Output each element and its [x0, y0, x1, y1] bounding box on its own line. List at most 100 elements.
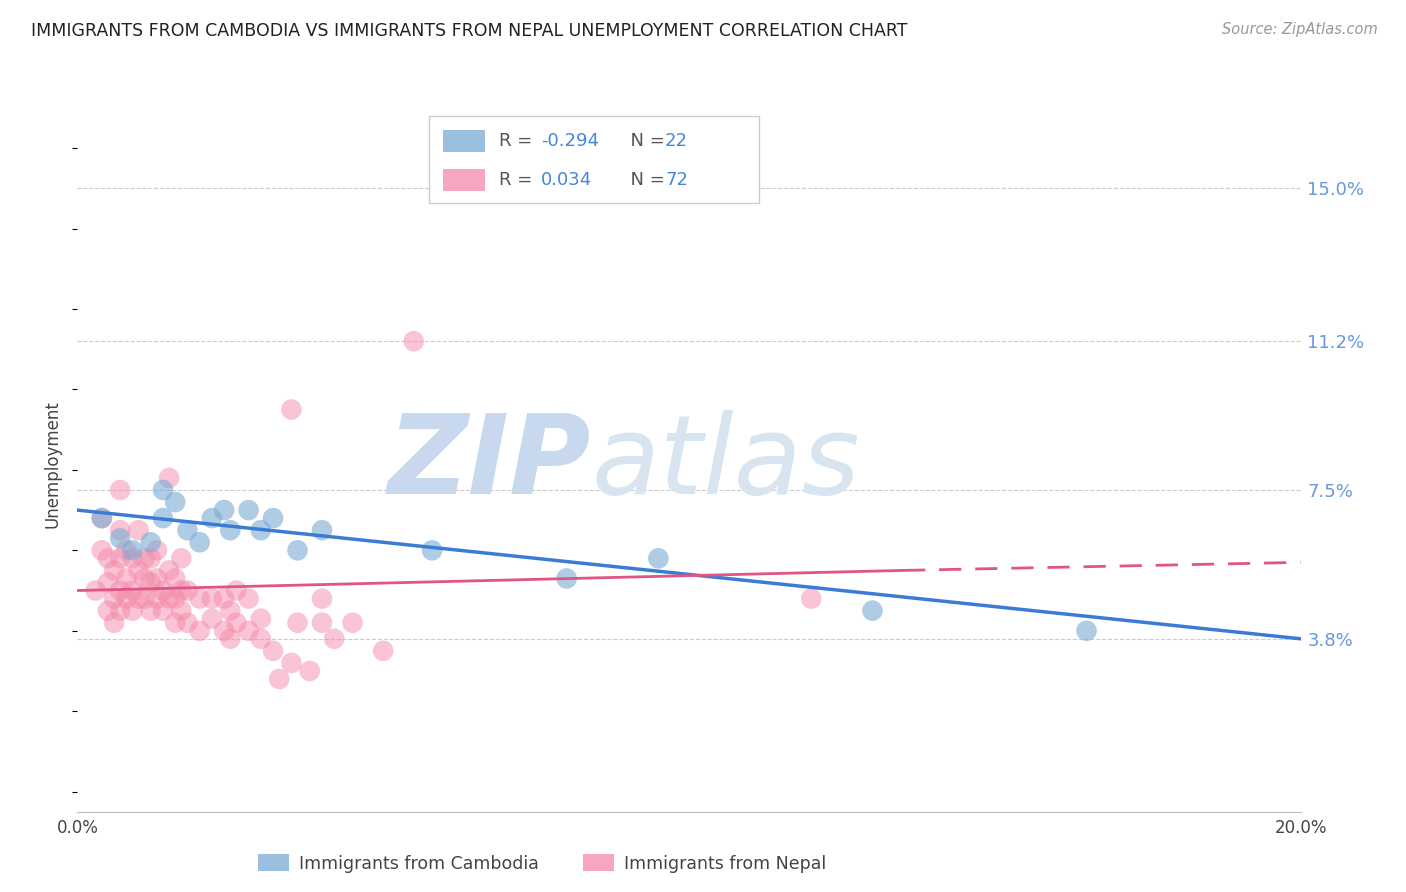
Point	[225, 583, 247, 598]
Point	[212, 624, 235, 638]
Point	[280, 656, 302, 670]
Point	[84, 583, 107, 598]
Point	[115, 543, 138, 558]
Point	[103, 615, 125, 630]
Point	[152, 604, 174, 618]
Point	[250, 523, 273, 537]
Text: Source: ZipAtlas.com: Source: ZipAtlas.com	[1222, 22, 1378, 37]
Point	[134, 551, 156, 566]
Text: 72: 72	[665, 171, 688, 189]
Point	[225, 615, 247, 630]
Point	[165, 571, 187, 585]
Point	[212, 591, 235, 606]
Text: N =: N =	[619, 171, 671, 189]
Point	[146, 571, 169, 585]
Point	[170, 583, 193, 598]
Point	[250, 612, 273, 626]
Point	[108, 551, 131, 566]
Point	[128, 563, 150, 577]
Text: ZIP: ZIP	[388, 410, 591, 517]
Point	[800, 591, 823, 606]
Point	[146, 543, 169, 558]
Point	[108, 531, 131, 545]
Point	[90, 511, 112, 525]
Point	[287, 543, 309, 558]
Point	[188, 624, 211, 638]
Point	[238, 591, 260, 606]
Point	[311, 591, 333, 606]
Point	[152, 511, 174, 525]
Point	[188, 535, 211, 549]
Point	[103, 563, 125, 577]
Point	[250, 632, 273, 646]
Point	[201, 591, 224, 606]
Point	[176, 615, 198, 630]
Point	[152, 583, 174, 598]
Point	[280, 402, 302, 417]
Point	[201, 511, 224, 525]
Point	[170, 551, 193, 566]
Point	[165, 495, 187, 509]
Point	[139, 575, 162, 590]
Point	[371, 644, 394, 658]
Point	[121, 543, 143, 558]
Text: R =: R =	[499, 132, 538, 150]
Point	[647, 551, 669, 566]
Point	[157, 471, 180, 485]
Point	[311, 523, 333, 537]
Point	[287, 615, 309, 630]
Point	[97, 575, 120, 590]
Point	[139, 604, 162, 618]
Point	[121, 583, 143, 598]
Point	[176, 583, 198, 598]
Point	[219, 523, 242, 537]
Point	[262, 511, 284, 525]
Point	[323, 632, 346, 646]
Point	[139, 551, 162, 566]
Point	[311, 615, 333, 630]
Point	[219, 604, 242, 618]
Point	[238, 624, 260, 638]
Point	[262, 644, 284, 658]
Point	[1076, 624, 1098, 638]
Point	[555, 571, 578, 585]
Point	[157, 563, 180, 577]
Point	[219, 632, 242, 646]
Point	[146, 591, 169, 606]
Point	[238, 503, 260, 517]
Point	[157, 591, 180, 606]
Text: atlas: atlas	[591, 410, 859, 517]
Point	[103, 591, 125, 606]
Point	[108, 523, 131, 537]
Point	[298, 664, 321, 678]
Point	[342, 615, 364, 630]
Point	[134, 591, 156, 606]
Text: N =: N =	[619, 132, 671, 150]
Point	[115, 591, 138, 606]
Text: -0.294: -0.294	[541, 132, 599, 150]
Point	[152, 483, 174, 497]
Point	[108, 604, 131, 618]
Point	[134, 571, 156, 585]
Point	[862, 604, 884, 618]
Point	[121, 551, 143, 566]
Point	[115, 571, 138, 585]
Point	[128, 523, 150, 537]
Point	[139, 535, 162, 549]
Point	[201, 612, 224, 626]
Point	[97, 551, 120, 566]
Point	[90, 543, 112, 558]
Point	[176, 523, 198, 537]
Point	[165, 615, 187, 630]
Point	[97, 604, 120, 618]
Point	[188, 591, 211, 606]
Text: 22: 22	[665, 132, 688, 150]
Point	[165, 591, 187, 606]
Point	[108, 583, 131, 598]
Text: IMMIGRANTS FROM CAMBODIA VS IMMIGRANTS FROM NEPAL UNEMPLOYMENT CORRELATION CHART: IMMIGRANTS FROM CAMBODIA VS IMMIGRANTS F…	[31, 22, 907, 40]
Point	[90, 511, 112, 525]
Text: R =: R =	[499, 171, 544, 189]
Point	[402, 334, 425, 348]
Point	[269, 672, 291, 686]
Text: 0.034: 0.034	[541, 171, 592, 189]
